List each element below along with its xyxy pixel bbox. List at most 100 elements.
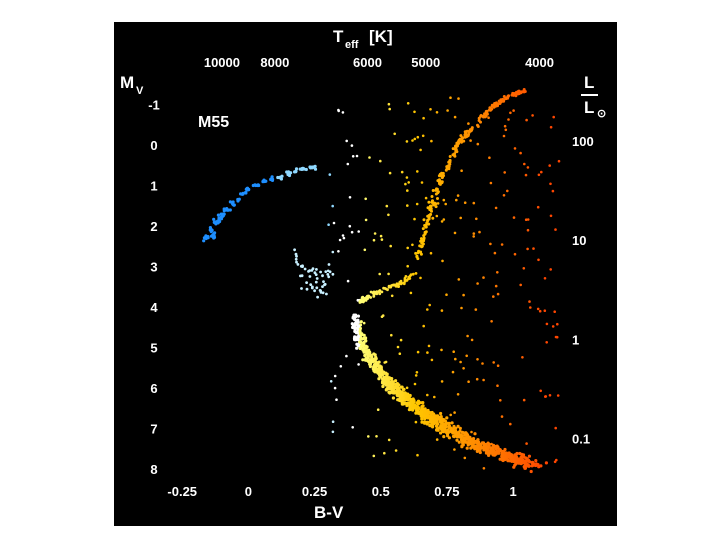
red-giant-star: [504, 97, 508, 100]
main-sequence-star: [377, 367, 381, 371]
right-tick-label: 1: [572, 332, 579, 347]
main-sequence-star: [406, 392, 410, 396]
horizontal-branch-star: [216, 221, 220, 225]
field-star: [506, 189, 509, 193]
field-star: [405, 140, 409, 143]
main-sequence-star: [476, 449, 480, 453]
field-star: [388, 171, 392, 175]
main-sequence-star: [370, 355, 374, 359]
main-sequence-star: [353, 315, 358, 319]
horizontal-branch-star: [228, 200, 232, 204]
main-sequence-star: [520, 452, 524, 456]
main-sequence-star: [419, 414, 423, 418]
main-sequence-star: [422, 409, 426, 413]
horizontal-branch-star: [289, 171, 293, 175]
field-star: [430, 358, 434, 362]
field-star: [416, 350, 420, 354]
x-tick-label: 0.75: [434, 484, 459, 499]
field-star: [415, 371, 419, 374]
field-star: [461, 441, 465, 445]
field-star: [537, 258, 540, 262]
red-giant-star: [427, 216, 431, 219]
main-sequence-star: [526, 459, 530, 463]
y-axis-label-sub: V: [136, 85, 144, 97]
blue-straggler-star: [300, 287, 303, 290]
red-giant-star: [481, 114, 485, 118]
field-star: [407, 397, 410, 401]
blue-straggler-star: [293, 248, 296, 252]
main-sequence-star: [374, 361, 378, 365]
blue-straggler-star: [326, 273, 330, 276]
field-star: [379, 159, 382, 163]
field-star: [342, 236, 346, 240]
subgiant-star: [394, 284, 398, 288]
field-star: [339, 365, 343, 368]
field-star: [440, 348, 443, 352]
field-star: [333, 374, 337, 378]
field-star: [446, 109, 449, 112]
red-giant-star: [490, 103, 494, 107]
field-star: [406, 264, 410, 268]
field-star: [429, 108, 432, 111]
field-star: [413, 382, 417, 386]
field-star: [357, 230, 360, 233]
field-star: [455, 198, 458, 202]
field-star: [481, 362, 484, 365]
red-giant-star: [455, 141, 459, 145]
field-star: [453, 448, 456, 451]
main-sequence-star: [391, 396, 395, 400]
field-star: [503, 124, 507, 128]
field-star: [424, 196, 428, 200]
main-sequence-star: [386, 379, 390, 384]
field-star: [532, 247, 535, 250]
horizontal-branch-star: [311, 165, 315, 169]
field-star: [416, 453, 419, 457]
blue-straggler-star: [313, 289, 316, 293]
main-sequence-star: [372, 365, 376, 369]
main-sequence-star: [426, 408, 430, 413]
red-giant-star: [483, 112, 487, 116]
main-sequence-star: [503, 447, 507, 452]
field-star: [509, 422, 512, 426]
blue-straggler-star: [319, 270, 322, 274]
field-star: [329, 380, 333, 383]
right-axis-label-num: L: [584, 73, 594, 92]
subgiant-star: [409, 273, 413, 277]
main-sequence-star: [486, 441, 490, 445]
field-star: [503, 171, 507, 174]
horizontal-branch-star: [256, 183, 260, 187]
field-star: [331, 204, 334, 208]
main-sequence-star: [479, 445, 483, 449]
field-star: [326, 269, 330, 273]
main-sequence-star: [361, 343, 365, 347]
main-sequence-star: [356, 344, 360, 348]
field-star: [526, 218, 530, 221]
field-star: [351, 155, 355, 158]
main-sequence-star: [361, 358, 365, 362]
field-star: [364, 197, 367, 201]
horizontal-branch-star: [236, 199, 240, 203]
red-giant-star: [485, 109, 489, 113]
top-tick-label: 6000: [353, 55, 382, 70]
red-giant-star: [427, 200, 431, 204]
blue-straggler-star: [315, 277, 319, 280]
main-sequence-star: [522, 455, 526, 459]
main-sequence-star: [438, 420, 442, 424]
x-tick-label: -0.25: [167, 484, 197, 499]
field-star: [545, 341, 548, 344]
blue-straggler-star: [322, 280, 325, 283]
field-star: [435, 214, 439, 218]
main-sequence-star: [466, 441, 470, 445]
field-star: [406, 102, 410, 105]
right-tick-label: 100: [572, 134, 594, 149]
main-sequence-star: [420, 420, 424, 424]
field-star: [496, 292, 500, 296]
field-star: [470, 430, 473, 434]
field-star: [543, 309, 547, 313]
field-star: [375, 435, 378, 438]
field-star: [362, 321, 366, 325]
y-tick-label: 1: [150, 178, 157, 193]
main-sequence-star: [353, 335, 357, 339]
subgiant-star: [375, 290, 379, 293]
field-star: [504, 128, 508, 132]
